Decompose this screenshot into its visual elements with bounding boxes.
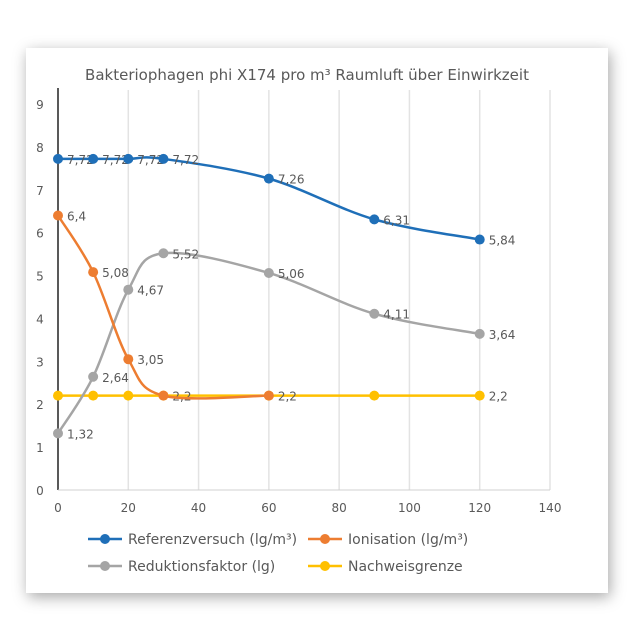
legend-label: Referenzversuch (lg/m³) (128, 532, 297, 548)
y-tick-label: 0 (36, 484, 44, 498)
data-point (88, 371, 99, 382)
data-point (123, 354, 134, 365)
data-label: 7,26 (278, 173, 305, 187)
data-point (263, 390, 274, 401)
data-label: 7,72 (102, 153, 129, 167)
legend-item: Referenzversuch (lg/m³) (88, 532, 297, 548)
data-label: 7,72 (137, 153, 164, 167)
data-label: 5,84 (489, 234, 516, 248)
y-tick-label: 4 (36, 312, 44, 326)
x-tick-label: 100 (398, 501, 421, 515)
series-3: 2,2 2,2 2,2 (53, 390, 508, 404)
data-point (158, 153, 169, 164)
data-point (474, 234, 485, 245)
legend-item: Ionisation (lg/m³) (308, 532, 468, 548)
data-label: 3,64 (489, 328, 516, 342)
legend-label: Nachweisgrenze (348, 559, 463, 575)
x-tick-label: 80 (332, 501, 347, 515)
data-point (123, 284, 134, 295)
data-point (123, 153, 134, 164)
data-label: 6,31 (383, 213, 410, 227)
data-point (263, 267, 274, 278)
data-label: 5,52 (172, 247, 199, 261)
data-point (474, 328, 485, 339)
data-label: 2,2 (278, 390, 297, 404)
series-1: 6,4 5,08 3,05 (53, 210, 274, 401)
y-tick-label: 9 (36, 98, 44, 112)
data-label: 4,11 (383, 308, 410, 322)
chart-title: Bakteriophagen phi X174 pro m³ Raumluft … (85, 66, 529, 84)
data-label: 6,4 (67, 210, 86, 224)
data-label: 2,2 (489, 390, 508, 404)
x-tick-label: 140 (539, 501, 562, 515)
data-point (53, 153, 63, 164)
data-point (369, 214, 380, 225)
data-label: 2,64 (102, 371, 129, 385)
data-point (158, 248, 169, 259)
series-line (56, 214, 269, 400)
y-tick-label: 1 (36, 441, 44, 455)
data-label: 1,32 (67, 427, 94, 441)
data-point (88, 390, 99, 401)
legend-marker (100, 534, 110, 544)
x-tick-label: 0 (54, 501, 62, 515)
data-point (263, 173, 274, 184)
legend-item: Nachweisgrenze (308, 559, 463, 575)
data-label: 7,72 (67, 153, 94, 167)
data-label: 3,05 (137, 353, 164, 367)
data-label: 5,08 (102, 266, 129, 280)
data-point (88, 267, 99, 278)
legend-label: Ionisation (lg/m³) (348, 532, 468, 548)
data-point (369, 308, 380, 319)
y-tick-label: 7 (36, 184, 44, 198)
y-tick-label: 6 (36, 227, 44, 241)
data-label: 4,67 (137, 284, 164, 298)
x-tick-label: 20 (121, 501, 136, 515)
data-point (88, 153, 99, 164)
data-point (474, 390, 485, 401)
y-tick-label: 8 (36, 141, 44, 155)
y-tick-label: 2 (36, 398, 44, 412)
legend-marker (320, 534, 330, 544)
legend-item: Reduktionsfaktor (lg) (88, 559, 275, 575)
data-point (53, 390, 63, 401)
x-tick-label: 120 (468, 501, 491, 515)
data-point (123, 390, 134, 401)
y-tick-label: 3 (36, 355, 44, 369)
legend-marker (320, 561, 330, 571)
chart-card (26, 48, 608, 593)
x-tick-label: 40 (191, 501, 206, 515)
data-point (53, 210, 63, 221)
legend-marker (100, 561, 110, 571)
y-tick-label: 5 (36, 270, 44, 284)
data-label: 5,06 (278, 267, 305, 281)
legend-label: Reduktionsfaktor (lg) (128, 559, 275, 575)
data-point (158, 390, 169, 401)
data-point (369, 390, 380, 401)
x-tick-label: 60 (261, 501, 276, 515)
series-0: 7,72 7,72 7,72 7,72 7,26 6,31 5,84 (53, 153, 515, 248)
series-2: 1,32 2,64 4,67 5,52 5,06 4,11 3,64 (53, 247, 515, 441)
data-point (53, 428, 63, 439)
data-label: 7,72 (172, 153, 199, 167)
